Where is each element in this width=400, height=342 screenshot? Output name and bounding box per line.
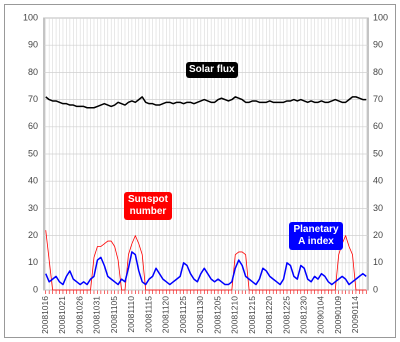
x-tick-label: 20090104 <box>316 296 326 334</box>
y-tick-label: 90 <box>28 40 38 50</box>
y-tick-label: 100 <box>23 12 38 22</box>
x-tick-label: 20090114 <box>350 296 360 333</box>
y2-tick-label: 90 <box>373 40 383 50</box>
x-tick-label: 20081230 <box>298 296 308 334</box>
x-tick-label: 20081021 <box>57 296 67 334</box>
x-tick-label: 20081130 <box>195 296 205 333</box>
x-tick-label: 20081105 <box>109 296 119 333</box>
x-tick-label: 20081120 <box>161 296 171 333</box>
y-tick-label: 80 <box>28 67 38 77</box>
series-label: Planetary A index <box>289 222 343 250</box>
y-tick-label: 20 <box>28 230 38 240</box>
x-tick-label: 20081210 <box>230 296 240 334</box>
y2-tick-label: 60 <box>373 121 383 131</box>
y-tick-label: 70 <box>28 94 38 104</box>
y2-tick-label: 70 <box>373 94 383 104</box>
y2-tick-label: 50 <box>373 148 383 158</box>
y2-tick-label: 40 <box>373 176 383 186</box>
series-line <box>45 251 367 286</box>
x-tick-label: 20081016 <box>40 296 50 334</box>
x-tick-label: 20081220 <box>264 296 274 334</box>
y-tick-label: 60 <box>28 121 38 131</box>
y2-tick-label: 20 <box>373 230 383 240</box>
x-tick-label: 20081225 <box>281 296 291 334</box>
y-tick-label: 50 <box>28 148 38 158</box>
y2-tick-label: 100 <box>373 12 388 22</box>
x-tick-label: 20081031 <box>92 296 102 334</box>
y-tick-label: 30 <box>28 203 38 213</box>
x-tick-label: 20081205 <box>212 296 222 334</box>
series-label: Sunspot number <box>124 192 172 220</box>
y-tick-label: 0 <box>33 284 38 294</box>
y2-tick-label: 30 <box>373 203 383 213</box>
y2-tick-label: 0 <box>373 284 378 294</box>
x-tick-label: 20081115 <box>143 296 153 333</box>
y2-tick-label: 80 <box>373 67 383 77</box>
series-line <box>45 230 367 291</box>
series-line <box>45 96 367 109</box>
y2-tick-label: 10 <box>373 257 383 267</box>
y-tick-label: 40 <box>28 176 38 186</box>
x-tick-label: 20081026 <box>74 296 84 334</box>
series-label: Solar flux <box>186 62 238 78</box>
x-tick-label: 20081215 <box>247 296 257 334</box>
x-tick-label: 20081125 <box>178 296 188 333</box>
y-tick-label: 10 <box>28 257 38 267</box>
x-tick-label: 20081110 <box>126 296 136 333</box>
x-tick-label: 20090109 <box>333 296 343 334</box>
